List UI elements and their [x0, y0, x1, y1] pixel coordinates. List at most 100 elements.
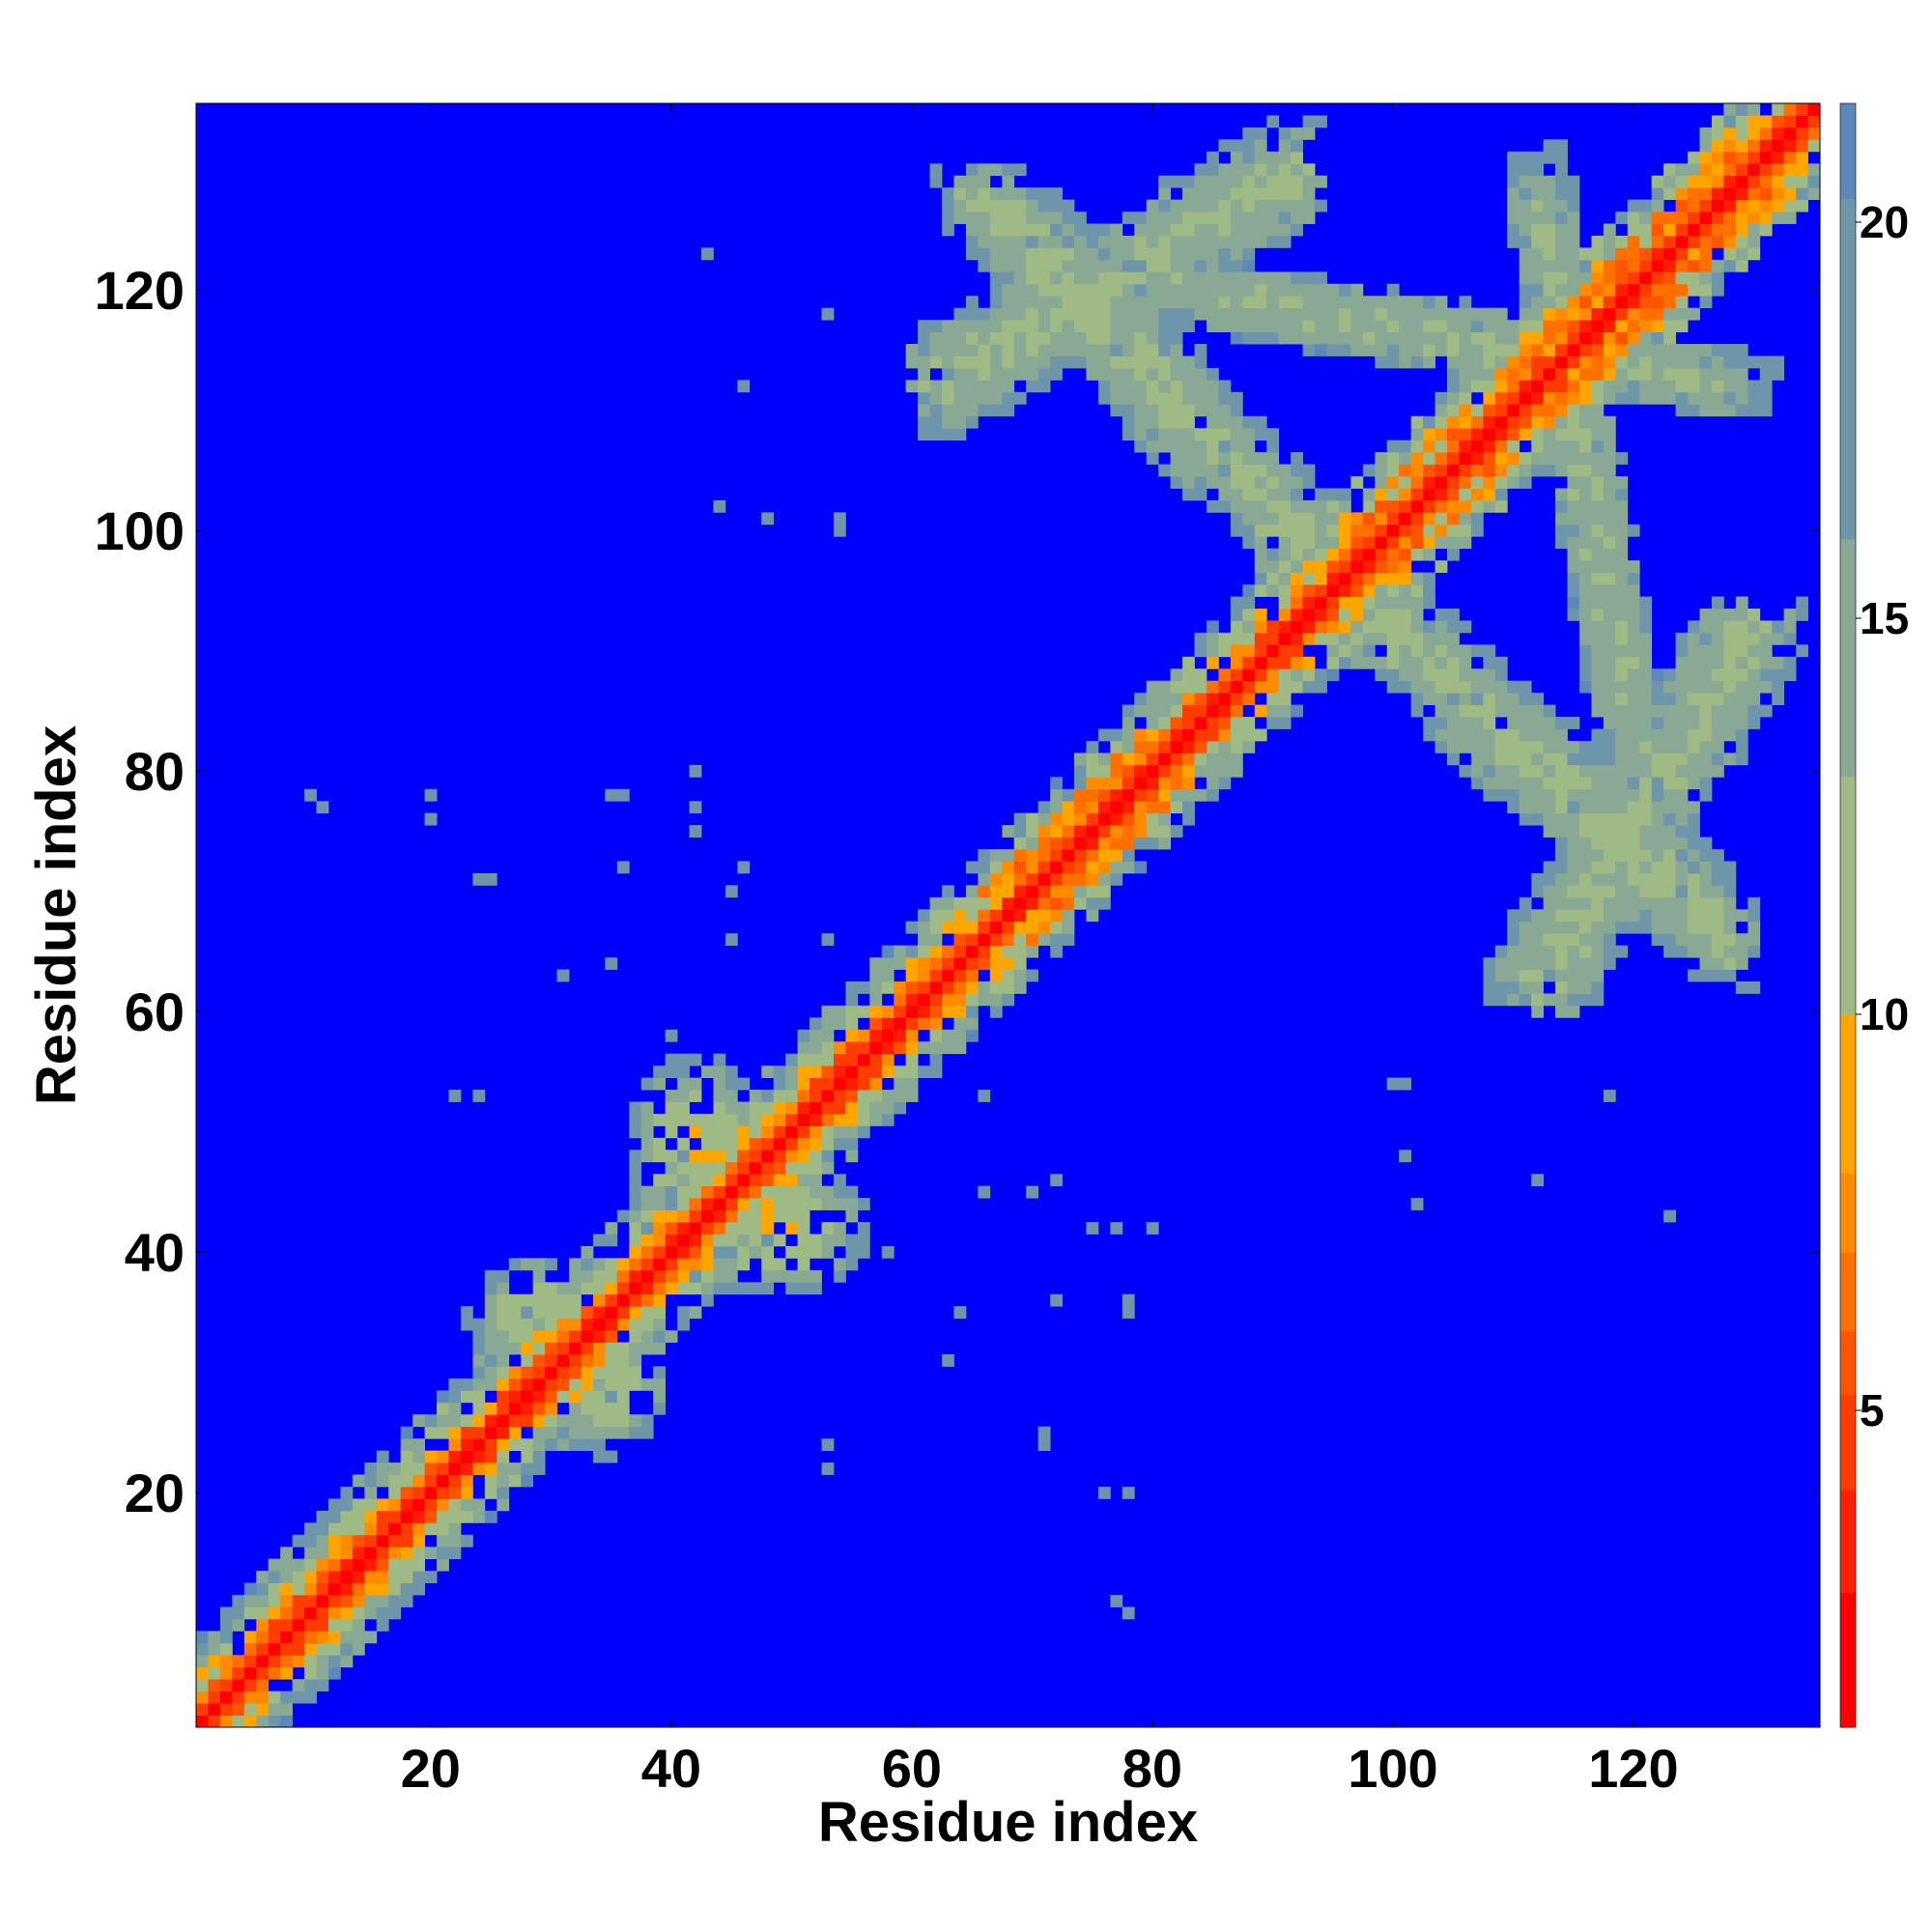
heatmap-cell: [833, 1113, 846, 1126]
heatmap-cell: [749, 1234, 762, 1247]
heatmap-cell: [1230, 415, 1243, 429]
heatmap-cell: [1110, 728, 1123, 742]
heatmap-cell: [1037, 861, 1051, 874]
heatmap-cell: [1013, 885, 1027, 898]
heatmap-cell: [304, 1595, 317, 1607]
heatmap-cell: [605, 1258, 618, 1271]
heatmap-cell: [689, 1245, 702, 1259]
heatmap-cell: [1627, 812, 1640, 826]
heatmap-cell: [1663, 728, 1676, 742]
heatmap-cell: [1639, 668, 1653, 682]
heatmap-cell: [833, 1090, 846, 1102]
heatmap-cell: [1567, 548, 1580, 561]
heatmap-cell: [1627, 680, 1640, 694]
heatmap-cell: [1627, 596, 1640, 610]
heatmap-cell: [785, 1150, 798, 1163]
heatmap-cell: [340, 1498, 354, 1512]
heatmap-cell: [1543, 704, 1556, 718]
heatmap-cell: [785, 1198, 798, 1210]
heatmap-cell: [1386, 307, 1400, 321]
heatmap-cell: [1086, 223, 1099, 237]
heatmap-cell: [268, 1703, 281, 1716]
heatmap-cell: [1315, 680, 1327, 694]
heatmap-cell: [1603, 728, 1616, 742]
heatmap-cell: [1615, 488, 1629, 501]
heatmap-cell: [316, 1655, 329, 1668]
heatmap-cell: [1651, 331, 1664, 345]
heatmap-cell: [1567, 1005, 1580, 1018]
heatmap-cell: [1146, 693, 1159, 705]
heatmap-cell: [1218, 187, 1232, 201]
heatmap-cell: [1086, 259, 1099, 272]
heatmap-cell: [749, 1174, 762, 1187]
heatmap-cell: [448, 1390, 462, 1404]
heatmap-cell: [640, 1414, 654, 1428]
heatmap-cell: [1735, 163, 1748, 177]
heatmap-cell: [1446, 476, 1460, 489]
heatmap-cell: [1483, 969, 1496, 982]
heatmap-cell: [1747, 632, 1761, 645]
y-tick-label: 80: [125, 741, 185, 802]
heatmap-cell: [1639, 753, 1653, 766]
heatmap-cell: [472, 1414, 486, 1428]
heatmap-cell: [1567, 572, 1580, 585]
heatmap-cell: [810, 1053, 822, 1066]
heatmap-cell: [1651, 812, 1664, 826]
heatmap-cell: [1037, 199, 1051, 213]
heatmap-cell: [545, 1330, 557, 1343]
heatmap-cell: [1278, 212, 1292, 224]
heatmap-cell: [448, 1534, 462, 1548]
heatmap-cell: [1711, 680, 1724, 694]
heatmap-cell: [1531, 355, 1545, 369]
heatmap-cell: [1735, 355, 1748, 369]
heatmap-cell: [1627, 572, 1640, 585]
heatmap-cell: [1747, 223, 1761, 237]
heatmap-cell: [1291, 560, 1303, 574]
heatmap-cell: [1386, 572, 1400, 585]
heatmap-cell: [773, 1150, 786, 1163]
heatmap-cell: [448, 1474, 462, 1488]
heatmap-cell: [965, 1029, 979, 1042]
x-tick-label: 80: [1122, 1738, 1182, 1799]
heatmap-cell: [521, 1474, 534, 1488]
heatmap-cell: [1747, 404, 1761, 417]
heatmap-cell: [521, 1330, 534, 1343]
heatmap-cell: [1578, 259, 1592, 272]
heatmap-cell: [1531, 367, 1545, 381]
heatmap-cell: [1399, 524, 1412, 537]
heatmap-cell: [1194, 717, 1208, 729]
heatmap-cell: [1459, 656, 1472, 669]
heatmap-cell: [1097, 837, 1111, 850]
heatmap-cell: [1362, 620, 1376, 634]
heatmap-cell: [1170, 680, 1183, 694]
heatmap-cell: [1494, 415, 1508, 429]
x-tick-label: 40: [641, 1738, 701, 1799]
heatmap-cell: [1062, 259, 1075, 272]
heatmap-cell: [773, 1090, 786, 1102]
heatmap-cell: [1747, 680, 1761, 694]
heatmap-cell: [1470, 355, 1484, 369]
heatmap-cell: [1603, 872, 1616, 886]
heatmap-cell: [581, 1258, 594, 1271]
heatmap-cell: [1688, 223, 1700, 237]
heatmap-cell: [713, 1065, 726, 1078]
heatmap-cell: [1086, 825, 1099, 838]
heatmap-cell: [797, 1222, 810, 1235]
heatmap-cell: [1555, 187, 1568, 201]
heatmap-cell: [1073, 849, 1087, 862]
heatmap-cell: [1531, 428, 1545, 441]
heatmap-cell: [1699, 199, 1713, 213]
colorbar-frame: [1839, 102, 1857, 1728]
heatmap-cell: [629, 1318, 642, 1331]
heatmap-cell: [1410, 608, 1424, 621]
heatmap-cell: [724, 1258, 738, 1271]
heatmap-cell: [1567, 933, 1580, 947]
heatmap-cell: [1278, 717, 1292, 729]
heatmap-cell: [1723, 896, 1737, 910]
heatmap-cell: [942, 320, 954, 332]
heatmap-cell: [1578, 536, 1592, 550]
heatmap-cell: [1206, 452, 1219, 465]
heatmap-cell: [616, 861, 630, 874]
heatmap-cell: [1543, 139, 1556, 153]
heatmap-cell: [1639, 644, 1653, 658]
